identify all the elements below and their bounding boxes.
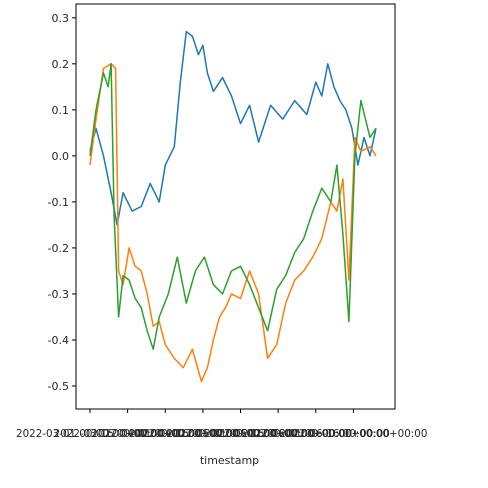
series-lines (89, 30, 377, 383)
y-tick-label: 0.0 (52, 150, 70, 163)
y-axis-ticks: 0.3 0.2 0.1 0.0 -0.1 -0.2 -0.3 -0.4 -0.5 (48, 12, 76, 393)
x-tick-label: 2022-04-01 00:00:00+00:00 (91, 427, 239, 440)
x-tick-label: 2022-05-16 00:00:00+00:00 (204, 427, 352, 440)
x-tick-label: 2022-03-01 00:00:00+00:00 (16, 427, 164, 440)
plot-frame (75, 3, 396, 410)
y-tick-label: -0.2 (48, 242, 69, 255)
series-line-1 (89, 30, 377, 226)
x-tick-label: 2022-03-16 00:00:00+00:00 (54, 427, 202, 440)
x-tick-label: 2022-06-01 00:00:00+00:00 (242, 427, 390, 440)
x-axis-title: timestamp (200, 454, 259, 467)
x-tick-label: 2022-04-16 00:00:00+00:00 (129, 427, 277, 440)
x-tick-label: 2022-05-01 00:00:00+00:00 (167, 427, 315, 440)
y-tick-label: -0.4 (48, 334, 69, 347)
y-tick-label: 0.2 (52, 58, 70, 71)
x-tick-label: 2022-06-16 00:00:00+00:00 (279, 427, 427, 440)
y-tick-label: -0.3 (48, 288, 69, 301)
y-tick-label: -0.5 (48, 380, 69, 393)
y-tick-label: 0.3 (52, 12, 70, 25)
series-line-2 (89, 63, 377, 383)
series-line-3 (89, 63, 377, 350)
y-tick-label: 0.1 (52, 104, 70, 117)
y-tick-label: -0.1 (48, 196, 69, 209)
